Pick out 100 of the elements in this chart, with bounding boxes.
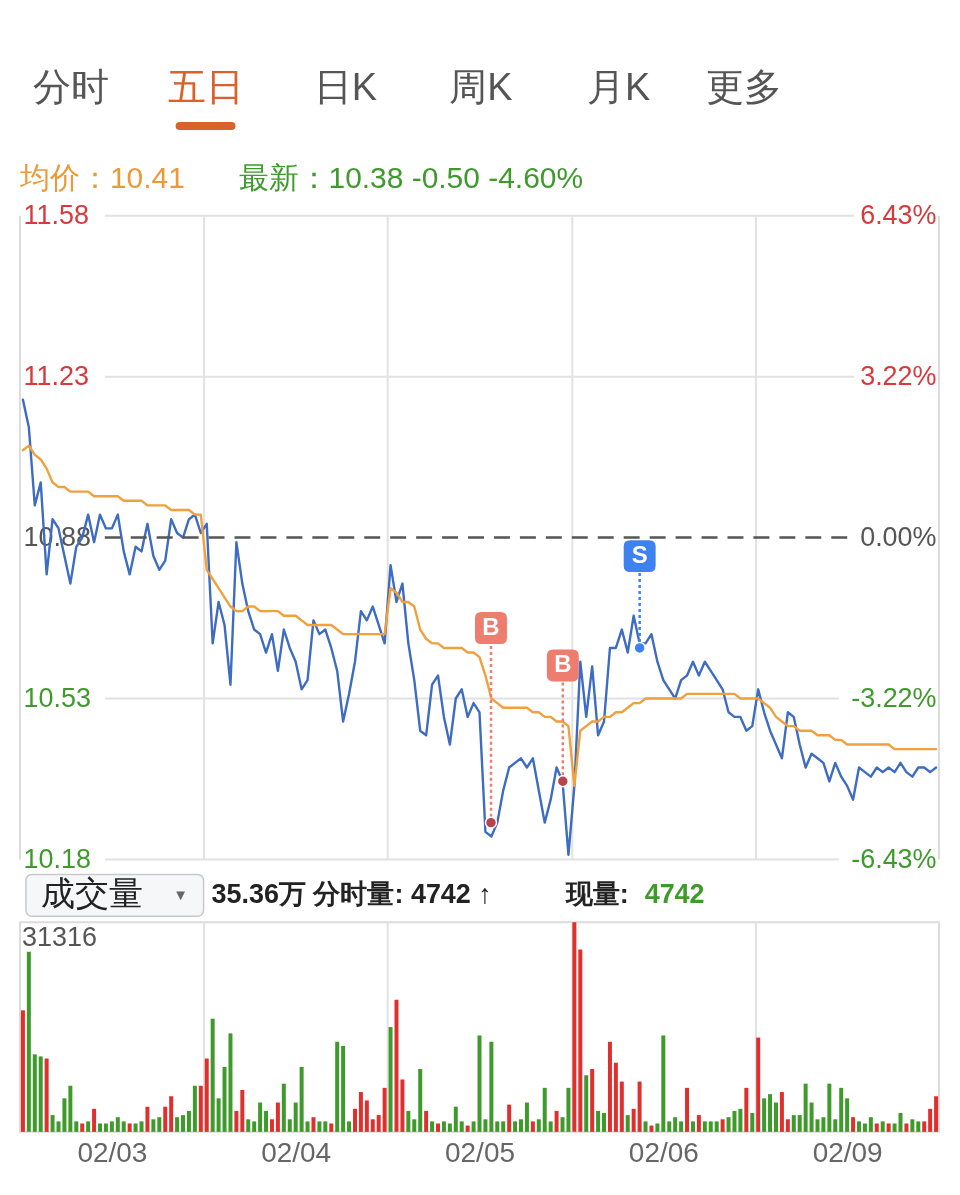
bar — [649, 1125, 654, 1132]
y-tick-label: 11.58 — [23, 200, 89, 231]
bar — [483, 1119, 488, 1132]
bar — [578, 949, 583, 1132]
bar — [26, 951, 31, 1132]
bar — [400, 1079, 405, 1132]
bar — [519, 1119, 523, 1132]
bar — [489, 1041, 494, 1132]
text: 更多 — [706, 66, 783, 109]
bar — [785, 1119, 790, 1132]
bar — [874, 1123, 879, 1132]
bar — [590, 1068, 595, 1132]
bar — [471, 1121, 476, 1132]
annotation: 31316 — [21, 922, 97, 953]
text: 日K — [313, 66, 377, 109]
bar — [394, 999, 399, 1132]
bar — [738, 1108, 743, 1132]
bar — [186, 1110, 191, 1132]
bar — [103, 1123, 108, 1132]
bar — [613, 1062, 618, 1132]
bar — [335, 1041, 340, 1132]
bar — [370, 1119, 375, 1132]
bar — [744, 1087, 749, 1132]
bar — [305, 1121, 310, 1132]
bar — [50, 1115, 55, 1132]
y-tick-label: 11.23 — [23, 361, 89, 392]
bar — [240, 1089, 245, 1132]
x-tick-label: 02/09 — [812, 1137, 883, 1169]
bar — [453, 1106, 458, 1132]
bar — [38, 1056, 43, 1132]
bar — [459, 1121, 464, 1132]
bar — [619, 1081, 624, 1132]
bar — [501, 1121, 506, 1132]
bar — [269, 1119, 274, 1132]
bar — [637, 1081, 642, 1132]
bar — [696, 1115, 701, 1132]
bar — [175, 1117, 180, 1132]
bar — [210, 1018, 215, 1132]
bar — [655, 1123, 660, 1132]
bar — [441, 1121, 446, 1132]
bar — [329, 1123, 334, 1132]
bar — [507, 1104, 512, 1132]
bar — [86, 1121, 91, 1132]
bar — [542, 1087, 547, 1132]
y-tick-label: 10.53 — [23, 683, 91, 713]
bar — [934, 1096, 939, 1132]
y2-tick-label: -6.43% — [851, 843, 937, 874]
bar — [904, 1123, 909, 1132]
text: 月K — [587, 66, 651, 109]
text: 4742 — [644, 879, 705, 910]
bar — [679, 1121, 684, 1132]
bar — [341, 1045, 346, 1132]
bar — [430, 1121, 435, 1132]
bar — [293, 1102, 298, 1132]
bar — [714, 1121, 719, 1132]
bar — [44, 1058, 49, 1132]
bar — [584, 1075, 589, 1132]
bar — [685, 1087, 690, 1132]
annotation: B — [482, 613, 500, 641]
line-series — [21, 444, 938, 788]
text: 周K — [449, 66, 513, 109]
bar — [323, 1121, 328, 1132]
bar — [827, 1083, 832, 1132]
bar — [791, 1115, 796, 1132]
bar — [845, 1098, 850, 1132]
bar — [513, 1121, 518, 1132]
bar — [530, 1121, 535, 1132]
bar — [916, 1121, 921, 1132]
bar — [643, 1121, 648, 1132]
bar — [833, 1119, 838, 1132]
bar — [264, 1110, 269, 1132]
bar — [928, 1108, 933, 1132]
bar — [631, 1108, 636, 1132]
bar — [803, 1083, 808, 1132]
bar — [720, 1119, 725, 1132]
bar — [157, 1117, 162, 1132]
bar — [317, 1121, 322, 1132]
bar — [839, 1087, 844, 1132]
bar — [418, 1068, 423, 1132]
text: 35.36万 分时量: 4742 ↑ — [211, 879, 492, 910]
bar — [216, 1098, 221, 1132]
bar — [388, 1027, 393, 1132]
bar — [145, 1106, 150, 1132]
bar — [554, 1110, 559, 1132]
text: 成交量 — [40, 874, 143, 913]
text: ▼ — [173, 886, 189, 904]
text: 均价：10.41 — [18, 160, 185, 194]
bar — [163, 1106, 168, 1132]
bar — [252, 1121, 257, 1132]
text: 最新：10.38 -0.50 -4.60% — [238, 160, 584, 194]
bar — [779, 1092, 784, 1132]
bar — [109, 1121, 114, 1132]
bar — [352, 1108, 357, 1132]
bar — [868, 1117, 873, 1132]
bar — [667, 1121, 672, 1132]
bar — [139, 1121, 144, 1132]
bar — [347, 1121, 352, 1132]
bar — [607, 1041, 612, 1132]
bar — [768, 1094, 773, 1132]
bar — [708, 1121, 713, 1132]
